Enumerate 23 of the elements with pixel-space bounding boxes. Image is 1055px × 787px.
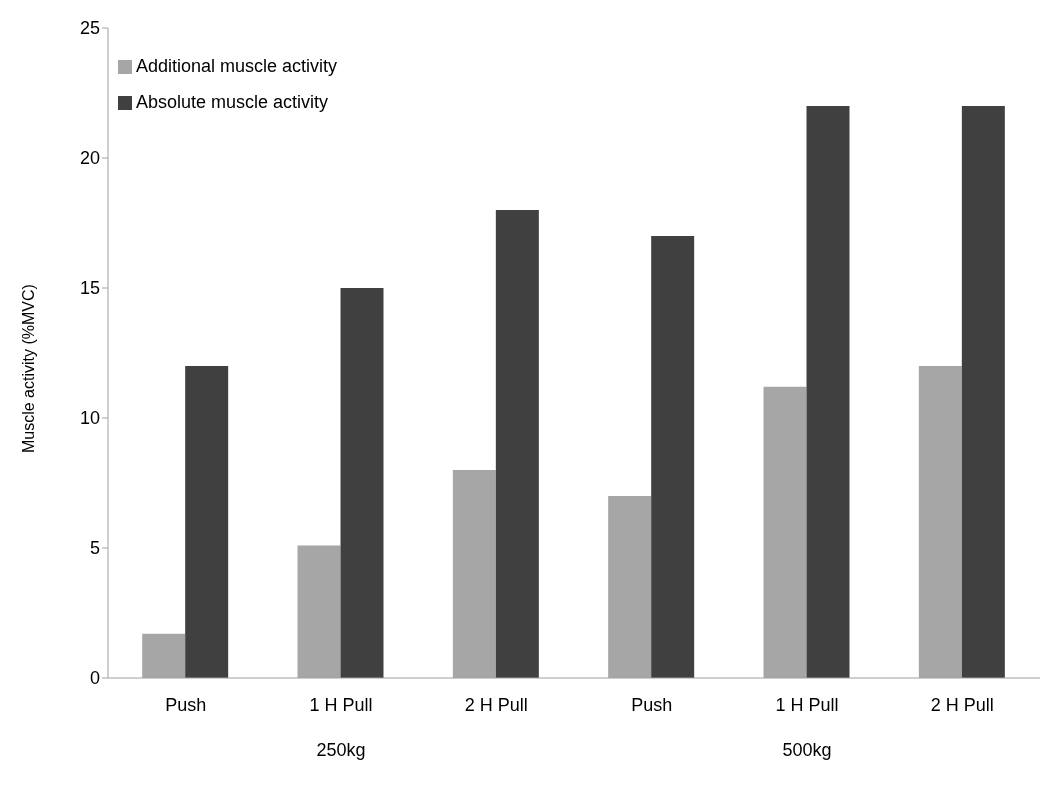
bar [806, 106, 850, 678]
text: 250kg [315, 740, 367, 761]
y-tick-label: 5 [89, 538, 100, 559]
x-tick-label: 1 H Pull [775, 694, 839, 715]
bar [185, 366, 229, 678]
y-tick-label: 25 [79, 18, 100, 39]
bar [495, 210, 539, 678]
y-tick-label: 0 [89, 668, 100, 689]
y-axis-title: Muscle activity (%MVC) [19, 284, 37, 453]
y-tick-label: 15 [79, 278, 100, 299]
bar [340, 288, 384, 678]
x-tick-label: Push [631, 694, 673, 715]
legend-label: Absolute muscle activity [136, 92, 329, 112]
x-tick-label: 1 H Pull [309, 694, 373, 715]
bar [651, 236, 695, 678]
bar [961, 106, 1005, 678]
legend-label: Additional muscle activity [136, 56, 338, 76]
x-tick-label: 2 H Pull [930, 694, 994, 715]
text: 500kg [781, 740, 833, 761]
y-tick-label: 10 [79, 408, 100, 429]
x-tick-label: Push [165, 694, 207, 715]
y-tick-label: 20 [79, 148, 100, 169]
x-tick-label: 2 H Pull [464, 694, 528, 715]
